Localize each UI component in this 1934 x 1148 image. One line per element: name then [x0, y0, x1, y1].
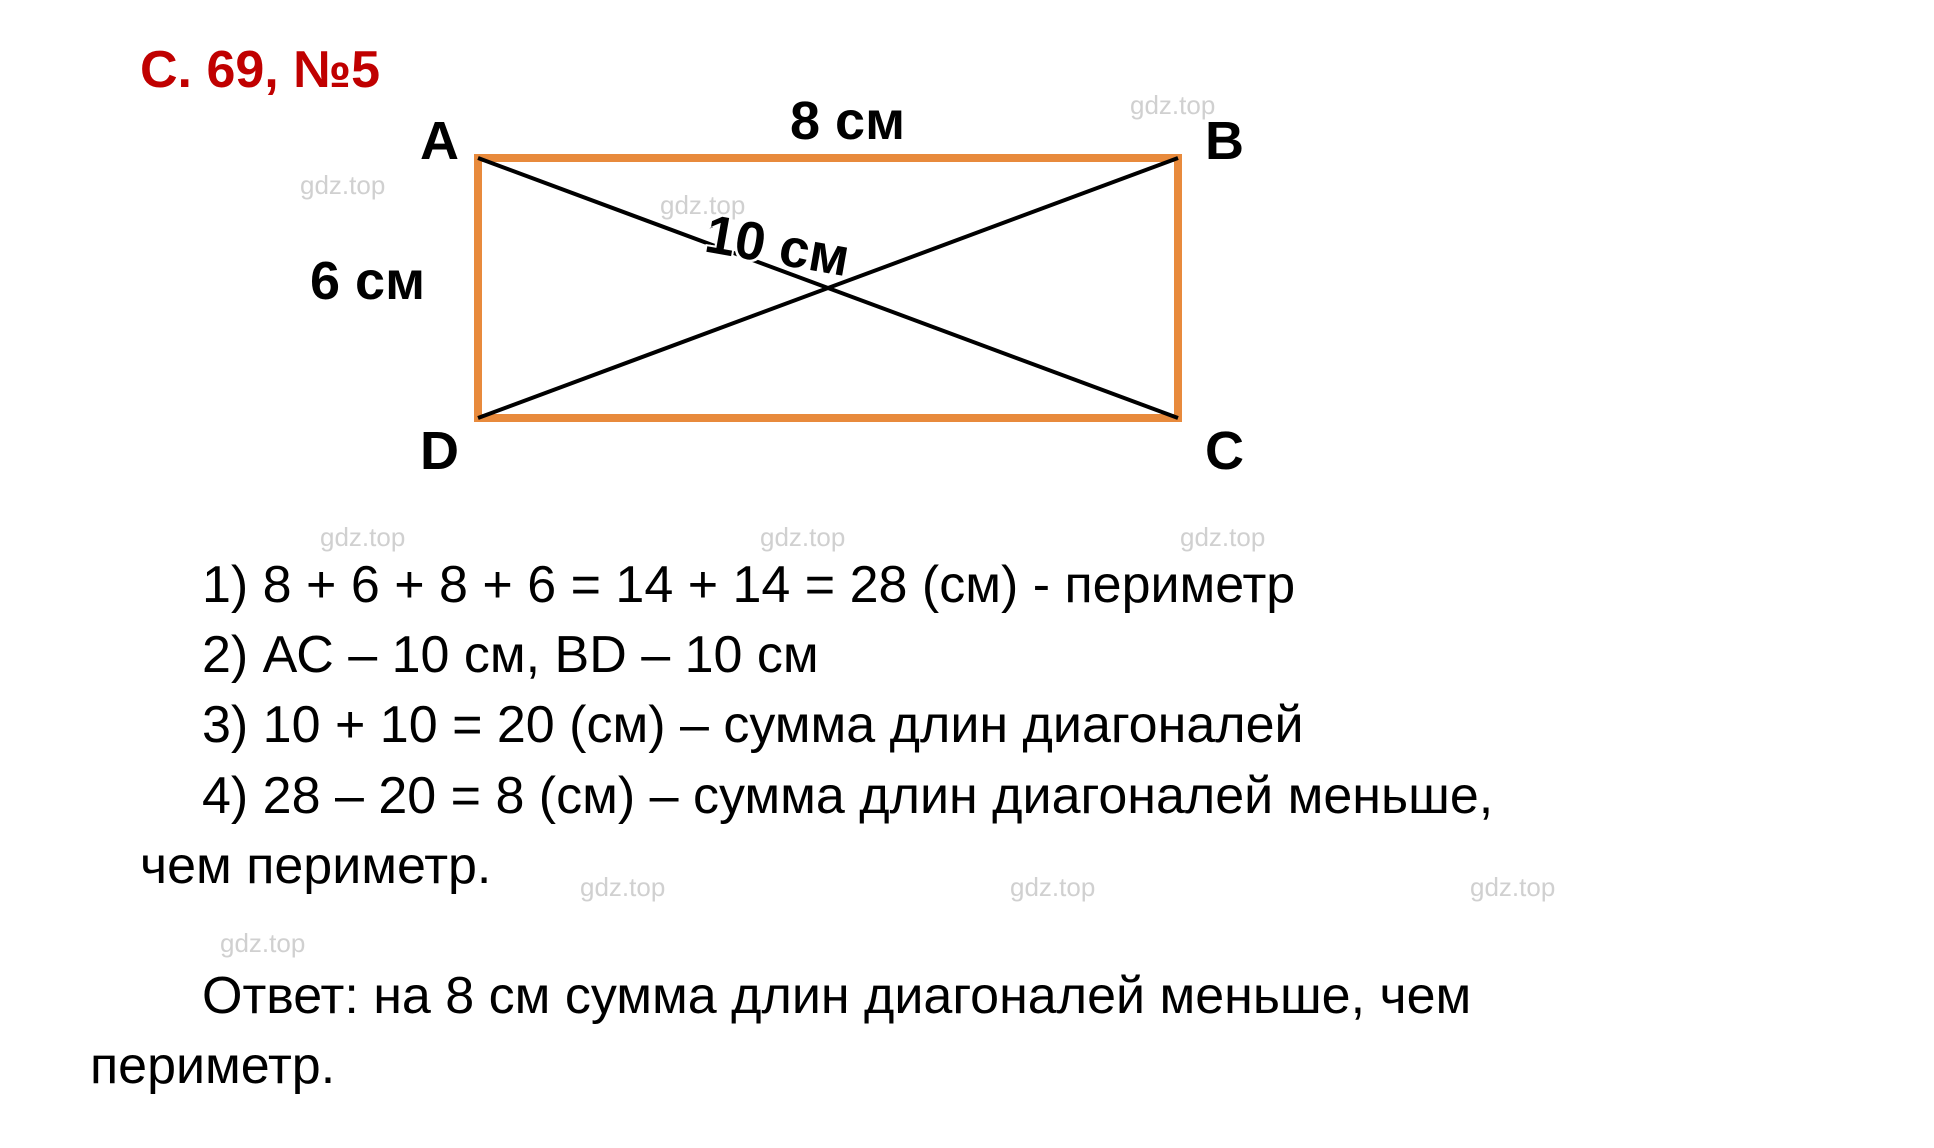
watermark: gdz.top: [1130, 90, 1215, 121]
solution-line-2: 2) АС – 10 см, ВD – 10 см: [202, 620, 1844, 690]
answer-line-1: Ответ: на 8 см сумма длин диагоналей мен…: [90, 961, 1844, 1031]
problem-header: С. 69, №5: [140, 40, 1844, 100]
watermark: gdz.top: [1470, 870, 1555, 905]
vertex-c: C: [1205, 420, 1244, 482]
watermark: gdz.top: [1010, 870, 1095, 905]
watermark: gdz.top: [580, 870, 665, 905]
solution-line-4b: чем периметр.: [140, 831, 1844, 901]
edge-label-top: 8 см: [790, 90, 905, 152]
diagram-svg: [470, 150, 1190, 430]
solution-line-1: 1) 8 + 6 + 8 + 6 = 14 + 14 = 28 (см) - п…: [202, 550, 1844, 620]
vertex-a: A: [420, 110, 459, 172]
watermark: gdz.top: [300, 170, 385, 201]
solution-block: gdz.top gdz.top gdz.top 1) 8 + 6 + 8 + 6…: [140, 550, 1844, 901]
watermark: gdz.top: [1180, 520, 1265, 555]
solution-line-4a: 4) 28 – 20 = 8 (см) – сумма длин диагона…: [202, 761, 1844, 831]
watermark: gdz.top: [760, 520, 845, 555]
watermark: gdz.top: [220, 926, 305, 961]
answer-block: gdz.top Ответ: на 8 см сумма длин диагон…: [90, 961, 1844, 1101]
edge-label-left: 6 см: [310, 250, 425, 312]
answer-line-2: периметр.: [90, 1031, 1844, 1101]
rectangle-diagram: A B C D 8 см 6 см 10 см gdz.top gdz.top …: [370, 110, 1370, 530]
watermark: gdz.top: [320, 520, 405, 555]
vertex-d: D: [420, 420, 459, 482]
watermark: gdz.top: [660, 190, 745, 221]
solution-line-3: 3) 10 + 10 = 20 (см) – сумма длин диагон…: [202, 690, 1844, 760]
